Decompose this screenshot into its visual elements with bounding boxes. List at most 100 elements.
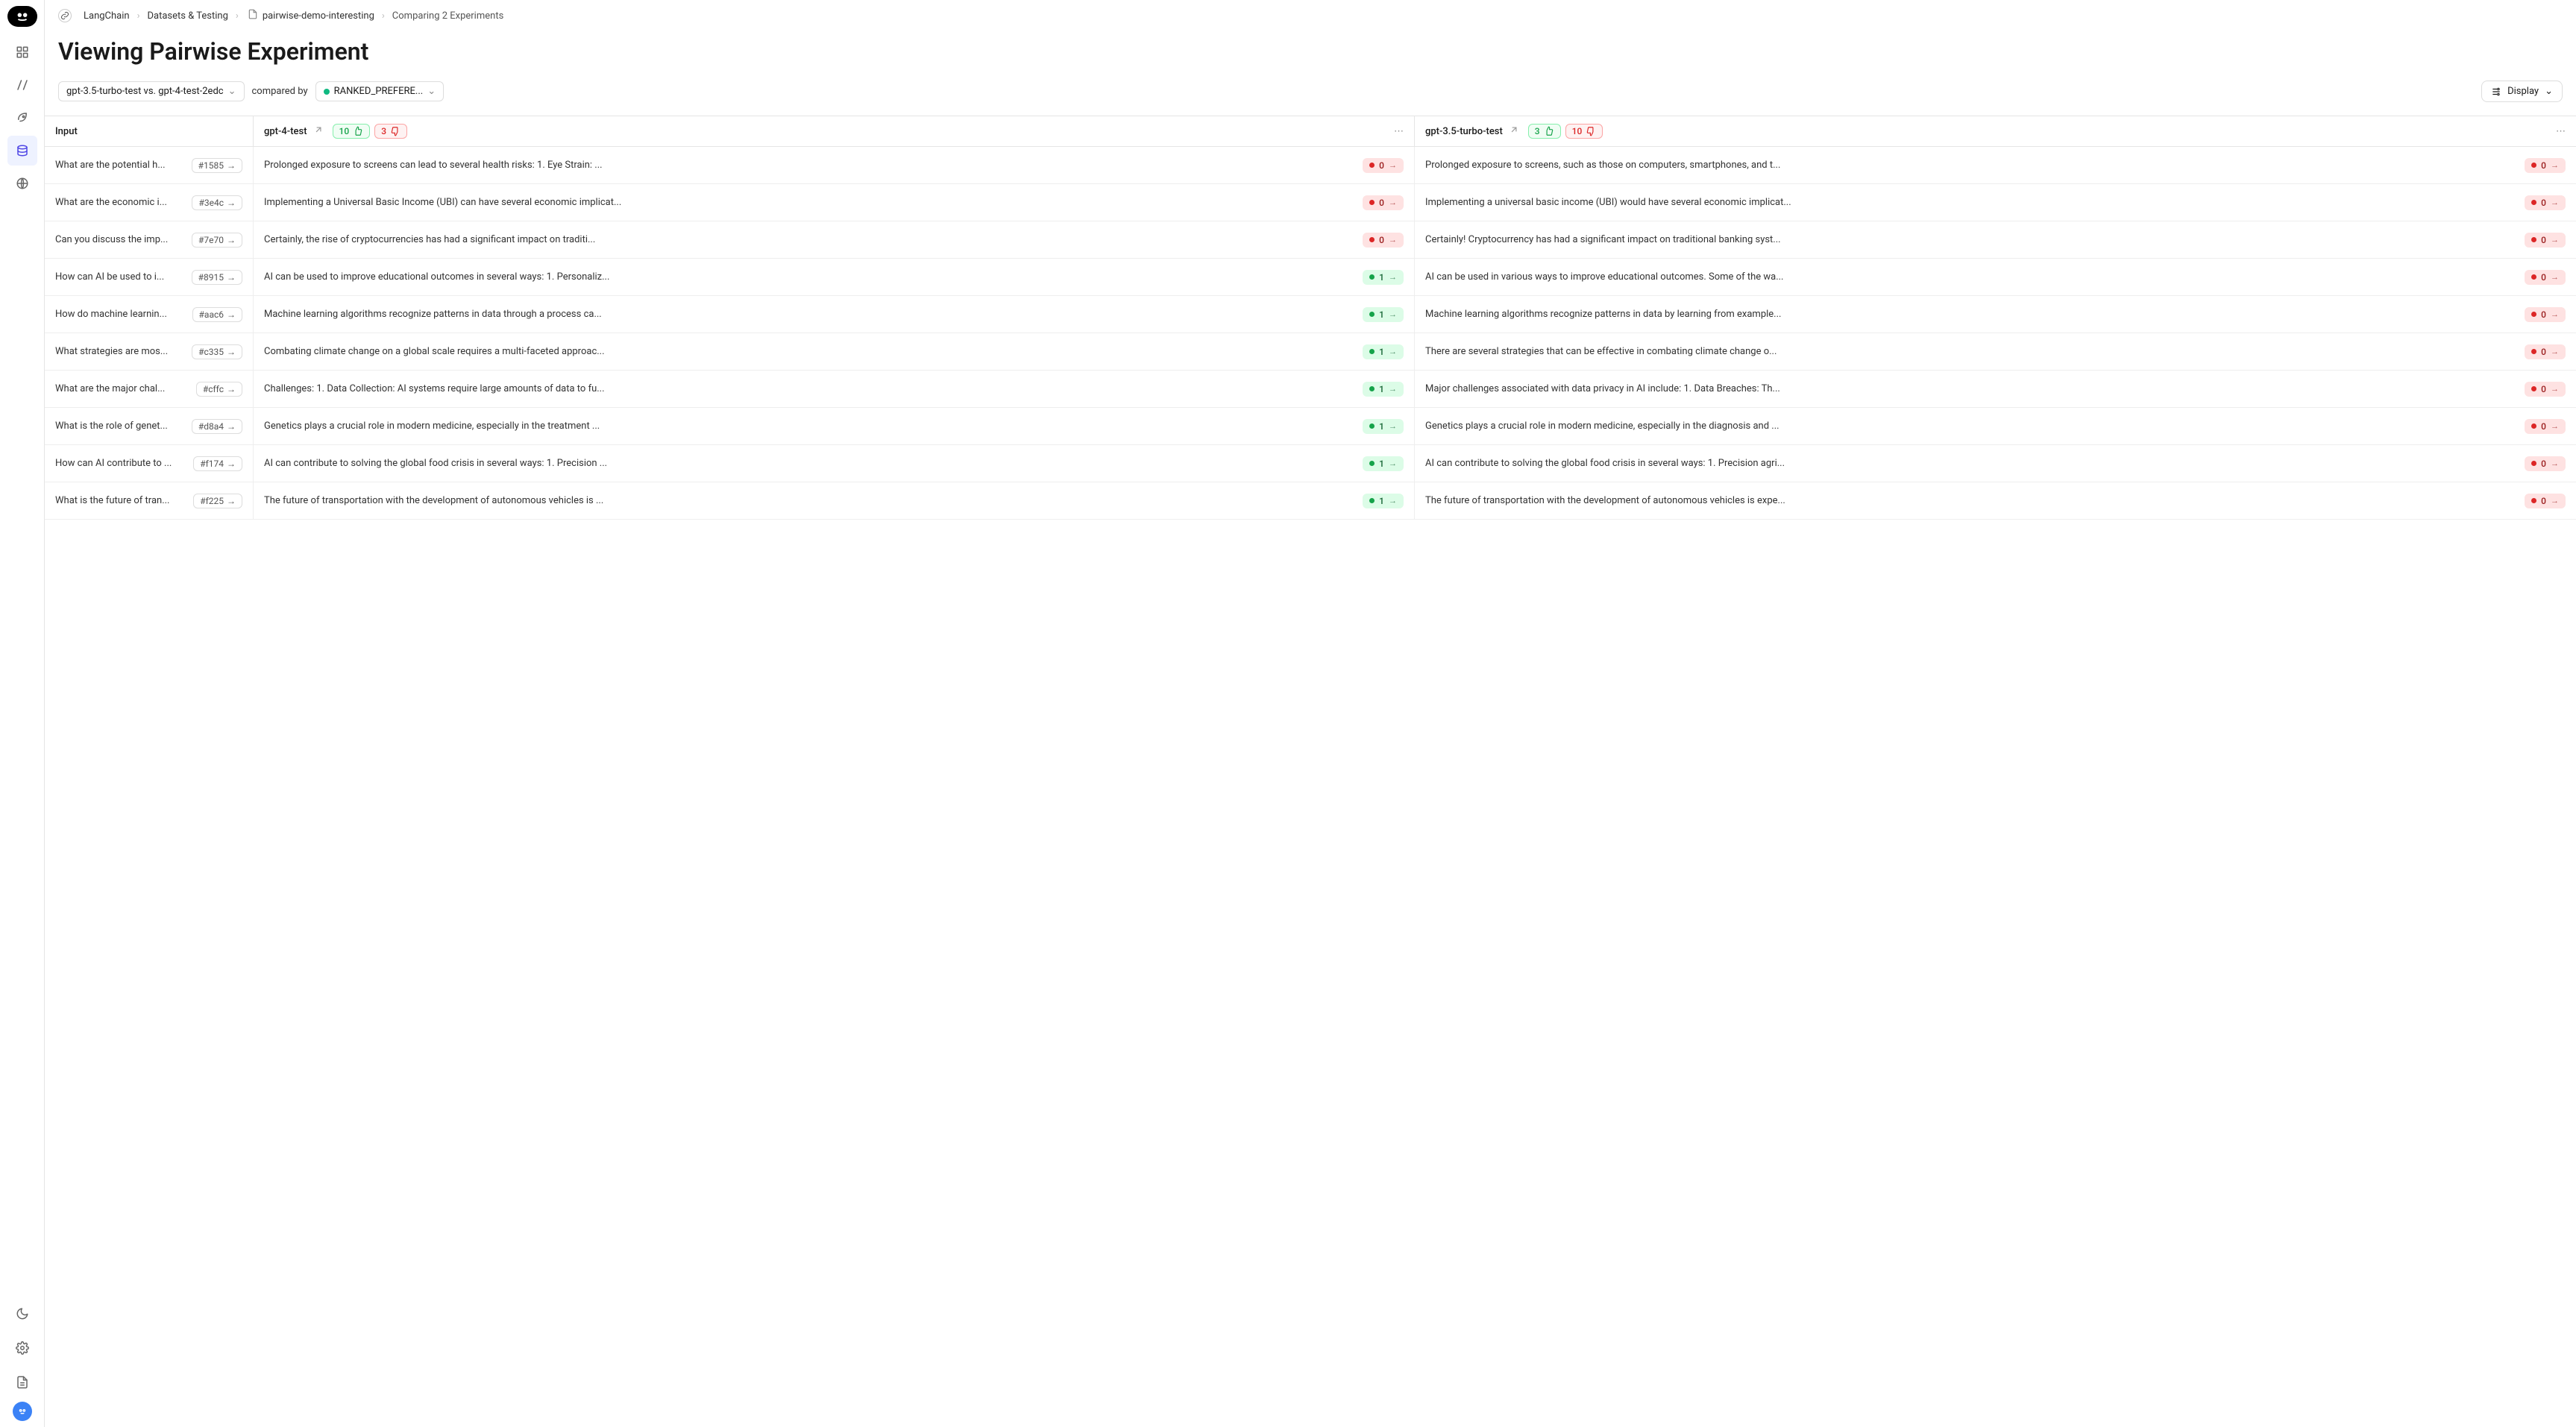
score-badge[interactable]: 0 → <box>2525 270 2566 285</box>
status-dot-icon <box>2531 237 2536 242</box>
output-cell: Certainly! Cryptocurrency has had a sign… <box>1415 221 2576 258</box>
org-logo-icon <box>58 9 72 22</box>
display-label: Display <box>2507 86 2539 97</box>
example-hash-link[interactable]: #7e70 → <box>192 233 242 248</box>
output-cell: Genetics plays a crucial role in modern … <box>1415 408 2576 444</box>
arrow-right-icon: → <box>2551 496 2559 505</box>
external-link-icon[interactable] <box>313 125 324 138</box>
table-row[interactable]: What are the economic i...#3e4c →Impleme… <box>45 184 2576 221</box>
score-badge[interactable]: 0 → <box>2525 195 2566 210</box>
arrow-right-icon: → <box>1389 272 1397 282</box>
table-row[interactable]: How can AI contribute to ...#f174 →AI ca… <box>45 445 2576 482</box>
score-badge[interactable]: 1 → <box>1363 270 1404 285</box>
table-row[interactable]: Can you discuss the imp...#7e70 →Certain… <box>45 221 2576 259</box>
arrow-right-icon: → <box>1389 160 1397 170</box>
status-dot-icon <box>1369 312 1375 317</box>
score-badge[interactable]: 0 → <box>1363 233 1404 248</box>
status-dot-icon <box>1369 423 1375 429</box>
score-badge[interactable]: 0 → <box>2525 382 2566 397</box>
example-hash-link[interactable]: #d8a4 → <box>192 419 242 434</box>
score-badge[interactable]: 1 → <box>1363 382 1404 397</box>
score-badge[interactable]: 0 → <box>1363 158 1404 173</box>
score-badge[interactable]: 1 → <box>1363 494 1404 508</box>
nav-datasets[interactable] <box>7 136 37 166</box>
status-dot-icon <box>2531 274 2536 280</box>
score-badge[interactable]: 1 → <box>1363 456 1404 471</box>
table-row[interactable]: How can AI be used to i... #8915 → AI can … <box>45 259 2576 296</box>
display-button[interactable]: Display ⌄ <box>2481 81 2563 102</box>
example-hash-link[interactable]: #f225 → <box>193 494 242 508</box>
score-badge[interactable]: 0 → <box>2525 419 2566 434</box>
output-cell: AI can contribute to solving the global … <box>254 445 1415 482</box>
metric-selector[interactable]: RANKED_PREFERE... ⌄ <box>315 81 444 101</box>
input-cell: How can AI be used to i... #8915 → <box>45 259 254 295</box>
status-dot-icon <box>1369 163 1375 168</box>
table-row[interactable]: How do machine learnin...#aac6 →Machine … <box>45 296 2576 333</box>
example-hash-link[interactable]: #1585 → <box>192 158 242 173</box>
output-text: Combating climate change on a global sca… <box>264 346 1355 357</box>
status-dot-icon <box>2531 200 2536 205</box>
column-menu-icon[interactable]: ⋯ <box>2556 126 2566 137</box>
status-dot-icon <box>2531 312 2536 317</box>
table-row[interactable]: What is the future of tran...#f225 →The … <box>45 482 2576 520</box>
example-hash-link[interactable]: #cffc → <box>196 382 242 397</box>
output-text: Prolonged exposure to screens can lead t… <box>264 160 1355 171</box>
compared-by-label: compared by <box>252 86 308 97</box>
example-hash-link[interactable]: #c335 → <box>192 344 242 359</box>
table-row[interactable]: What are the potential h...#1585 →Prolon… <box>45 147 2576 184</box>
arrow-right-icon: → <box>227 347 236 357</box>
output-cell: Prolonged exposure to screens, such as t… <box>1415 147 2576 183</box>
thumbs-up-count: 3 <box>1528 124 1561 139</box>
example-hash-link[interactable]: #3e4c → <box>192 195 242 210</box>
nav-deployments[interactable] <box>7 103 37 133</box>
help-icon[interactable] <box>13 1402 32 1421</box>
settings-icon[interactable] <box>7 1333 37 1363</box>
status-dot-icon <box>324 89 330 95</box>
score-badge[interactable]: 0 → <box>2525 307 2566 322</box>
arrow-right-icon: → <box>1389 198 1397 207</box>
nav-dashboard[interactable] <box>7 37 37 67</box>
table-row[interactable]: What strategies are mos...#c335 →Combati… <box>45 333 2576 371</box>
arrow-right-icon: → <box>1389 347 1397 356</box>
arrow-right-icon: → <box>227 198 236 208</box>
table-row[interactable]: What is the role of genet...#d8a4 →Genet… <box>45 408 2576 445</box>
crumb-section[interactable]: Datasets & Testing <box>148 10 228 22</box>
score-badge[interactable]: 0 → <box>2525 158 2566 173</box>
external-link-icon[interactable] <box>1509 125 1519 138</box>
output-text: Major challenges associated with data pr… <box>1425 383 2517 394</box>
comparison-selector[interactable]: gpt-3.5-turbo-test vs. gpt-4-test-2edc ⌄ <box>58 81 245 101</box>
example-hash-link[interactable]: #f174 → <box>193 456 242 471</box>
page-title: Viewing Pairwise Experiment <box>45 31 2576 81</box>
col-label: Input <box>55 126 78 137</box>
arrow-right-icon: → <box>1389 459 1397 468</box>
output-cell: The future of transportation with the de… <box>1415 482 2576 519</box>
score-badge[interactable]: 1 → <box>1363 419 1404 434</box>
nav-rail <box>0 0 45 1427</box>
crumb-org[interactable]: LangChain <box>84 10 130 22</box>
score-badge[interactable]: 0 → <box>2525 494 2566 508</box>
crumb-dataset[interactable]: pairwise-demo-interesting <box>263 10 374 22</box>
org-avatar[interactable] <box>7 6 37 27</box>
example-hash-link[interactable]: #aac6 → <box>192 307 242 322</box>
docs-icon[interactable] <box>7 1367 37 1397</box>
table-row[interactable]: What are the major chal...#cffc →Challen… <box>45 371 2576 408</box>
input-cell: What is the future of tran...#f225 → <box>45 482 254 519</box>
score-badge[interactable]: 1 → <box>1363 344 1404 359</box>
nav-traces[interactable] <box>7 70 37 100</box>
arrow-right-icon: → <box>227 160 236 171</box>
score-badge[interactable]: 0 → <box>2525 233 2566 248</box>
arrow-right-icon: → <box>227 309 236 320</box>
theme-toggle[interactable] <box>7 1299 37 1329</box>
example-hash-link[interactable]: #8915 → <box>192 270 242 285</box>
column-menu-icon[interactable]: ⋯ <box>1394 126 1404 137</box>
nav-hub[interactable] <box>7 168 37 198</box>
status-dot-icon <box>1369 461 1375 466</box>
score-badge[interactable]: 0 → <box>2525 456 2566 471</box>
input-text: How can AI be used to i... <box>55 271 186 283</box>
score-badge[interactable]: 1 → <box>1363 307 1404 322</box>
score-badge[interactable]: 0 → <box>1363 195 1404 210</box>
score-badge[interactable]: 0 → <box>2525 344 2566 359</box>
output-cell: The future of transportation with the de… <box>254 482 1415 519</box>
arrow-right-icon: → <box>2551 235 2559 245</box>
output-text: AI can be used to improve educational ou… <box>264 271 1355 283</box>
